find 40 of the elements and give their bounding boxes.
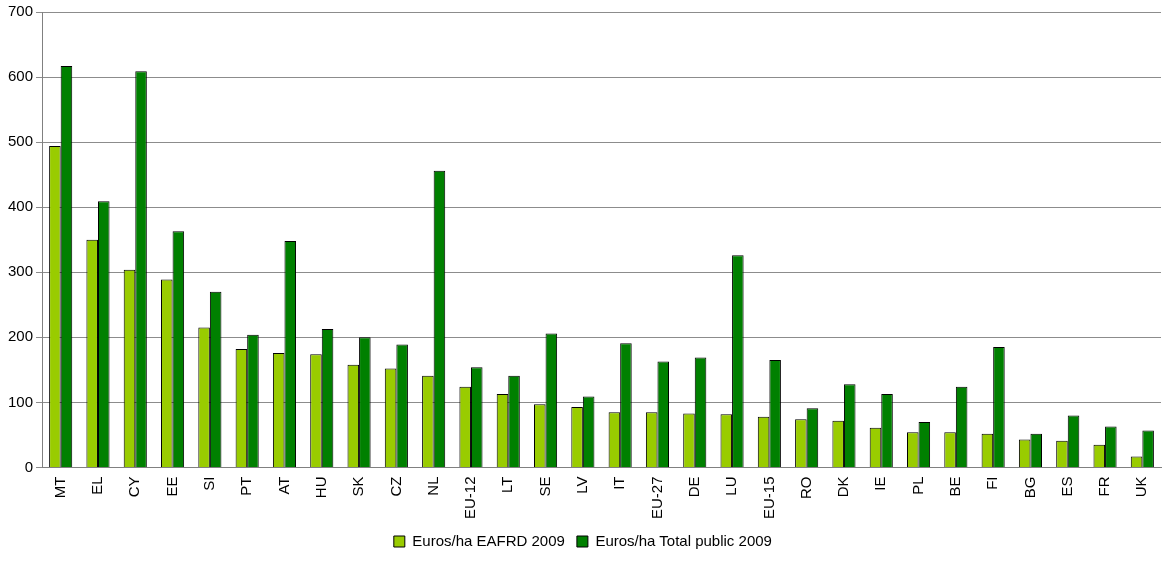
- x-tick-label: EL: [88, 476, 106, 495]
- x-tick-label: MT: [50, 476, 68, 499]
- x-tick-label: ES: [1057, 476, 1075, 497]
- x-tick-label: NL: [423, 476, 441, 496]
- legend-label: Euros/ha EAFRD 2009: [412, 531, 565, 549]
- x-tick-label: EU-27: [647, 476, 665, 520]
- y-tick-label: 0: [24, 457, 34, 475]
- x-tick-label: CZ: [386, 476, 404, 497]
- y-tick-label: 200: [8, 327, 34, 345]
- x-tick-label: DK: [834, 476, 852, 498]
- y-tick-label: 600: [8, 67, 34, 85]
- y-tick-label: 100: [8, 392, 34, 410]
- x-tick-label: BG: [1020, 476, 1038, 499]
- x-tick-label: UK: [1132, 476, 1150, 498]
- x-tick-label: SI: [200, 476, 218, 491]
- x-tick-label: IE: [871, 476, 889, 491]
- y-tick-label: 500: [8, 132, 34, 150]
- y-tick-label: 700: [8, 2, 34, 20]
- x-tick-label: SE: [535, 476, 553, 497]
- x-tick-label: LT: [498, 476, 516, 493]
- y-tick-label: 400: [8, 197, 34, 215]
- x-tick-label: CY: [125, 476, 143, 498]
- x-tick-label: EU-15: [759, 476, 777, 520]
- x-tick-label: EU-12: [461, 476, 479, 520]
- y-tick-label: 300: [8, 262, 34, 280]
- x-tick-label: EE: [162, 476, 180, 497]
- x-tick-label: IT: [610, 476, 628, 490]
- x-tick-label: RO: [796, 476, 814, 499]
- x-tick-label: LV: [573, 476, 590, 494]
- legend-label: Euros/ha Total public 2009: [595, 531, 772, 549]
- x-tick-label: DE: [684, 476, 702, 498]
- x-tick-label: LU: [722, 476, 740, 496]
- x-tick-label: PT: [237, 476, 255, 496]
- x-tick-label: HU: [311, 476, 329, 499]
- x-tick-label: BE: [946, 476, 963, 497]
- x-tick-label: FI: [983, 476, 1001, 490]
- x-tick-label: FR: [1095, 476, 1113, 497]
- x-tick-label: PL: [908, 476, 926, 495]
- x-tick-label: SK: [349, 476, 367, 497]
- x-tick-label: AT: [274, 476, 292, 495]
